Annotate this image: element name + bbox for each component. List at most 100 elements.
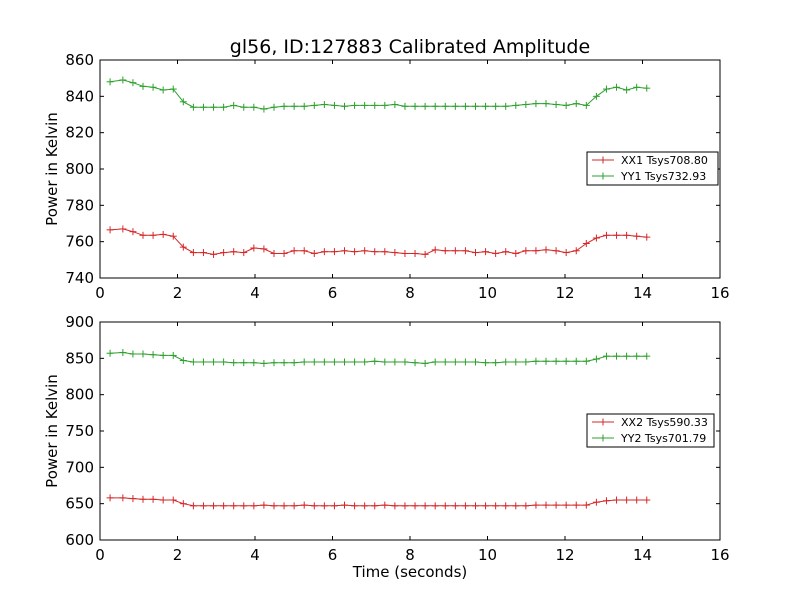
x-tick-label: 4 bbox=[250, 284, 260, 302]
data-point bbox=[471, 249, 479, 257]
data-point bbox=[411, 102, 419, 110]
data-point bbox=[199, 103, 207, 111]
data-point bbox=[542, 357, 550, 365]
legend-label: YY2 Tsys701.79 bbox=[620, 432, 706, 445]
data-point bbox=[310, 502, 318, 510]
data-point bbox=[582, 239, 590, 247]
data-point bbox=[512, 502, 520, 510]
data-point bbox=[623, 352, 631, 360]
legend-label: XX1 Tsys708.80 bbox=[621, 154, 708, 167]
data-point bbox=[602, 231, 610, 239]
x-tick-label: 8 bbox=[405, 284, 415, 302]
top-panel: 0 2 4 6 8 10 12 14 16 740 760 780 800 820 840 860 Power … bbox=[43, 51, 730, 302]
data-point bbox=[461, 358, 469, 366]
data-point bbox=[149, 495, 157, 503]
data-point bbox=[582, 357, 590, 365]
data-point bbox=[401, 502, 409, 510]
data-point bbox=[482, 359, 490, 367]
data-point bbox=[431, 502, 439, 510]
data-point bbox=[129, 79, 137, 87]
data-point bbox=[451, 358, 459, 366]
data-point bbox=[502, 102, 510, 110]
data-point bbox=[602, 497, 610, 505]
data-point bbox=[381, 101, 389, 109]
data-point bbox=[512, 358, 520, 366]
data-point bbox=[119, 225, 127, 233]
data-point bbox=[270, 103, 278, 111]
data-point bbox=[461, 102, 469, 110]
data-point bbox=[230, 101, 238, 109]
data-point bbox=[260, 359, 268, 367]
y-tick-label: 860 bbox=[65, 51, 94, 69]
data-point bbox=[471, 102, 479, 110]
data-point bbox=[592, 355, 600, 363]
data-point bbox=[240, 359, 248, 367]
data-point bbox=[149, 83, 157, 91]
x-tick-label: 0 bbox=[95, 284, 105, 302]
data-point bbox=[532, 501, 540, 509]
legend: XX1 Tsys708.80 YY1 Tsys732.93 bbox=[586, 151, 719, 186]
data-point bbox=[492, 502, 500, 510]
data-point bbox=[572, 501, 580, 509]
y-axis-label: Power in Kelvin bbox=[43, 374, 61, 488]
data-point bbox=[482, 502, 490, 510]
data-point bbox=[451, 502, 459, 510]
data-point bbox=[179, 98, 187, 106]
data-point bbox=[210, 250, 218, 258]
data-point bbox=[351, 502, 359, 510]
x-tick-label: 2 bbox=[173, 284, 183, 302]
data-point bbox=[361, 358, 369, 366]
data-point bbox=[351, 358, 359, 366]
data-point bbox=[532, 247, 540, 255]
data-point bbox=[623, 496, 631, 504]
data-point bbox=[552, 501, 560, 509]
y-tick-label: 740 bbox=[65, 269, 94, 287]
y-axis-label: Power in Kelvin bbox=[43, 112, 61, 226]
data-point bbox=[371, 248, 379, 256]
data-point bbox=[562, 501, 570, 509]
x-tick-label: 6 bbox=[328, 284, 338, 302]
data-point bbox=[471, 358, 479, 366]
x-tick-label: 10 bbox=[478, 546, 497, 564]
data-point bbox=[320, 502, 328, 510]
legend-label: XX2 Tsys590.33 bbox=[621, 416, 708, 429]
data-point bbox=[492, 102, 500, 110]
data-point bbox=[602, 352, 610, 360]
data-point bbox=[431, 246, 439, 254]
data-point bbox=[310, 249, 318, 257]
data-point bbox=[139, 82, 147, 90]
data-point bbox=[159, 351, 167, 359]
data-point bbox=[562, 101, 570, 109]
data-point bbox=[482, 248, 490, 256]
y-tick-label: 760 bbox=[65, 233, 94, 251]
data-point bbox=[300, 247, 308, 255]
figure-title: gl56, ID:127883 Calibrated Amplitude bbox=[230, 36, 590, 58]
data-point bbox=[129, 228, 137, 236]
data-point bbox=[623, 86, 631, 94]
legend-box bbox=[586, 151, 719, 186]
data-point bbox=[260, 105, 268, 113]
data-point bbox=[582, 101, 590, 109]
data-point bbox=[189, 249, 197, 257]
data-point bbox=[381, 248, 389, 256]
data-point bbox=[169, 351, 177, 359]
bottom-panel: 0 2 4 6 8 10 12 14 16 600 650 700 750 800 850 900 Power … bbox=[43, 313, 730, 581]
data-point bbox=[502, 502, 510, 510]
data-point bbox=[613, 231, 621, 239]
data-point bbox=[250, 244, 258, 252]
legend: XX2 Tsys590.33 YY2 Tsys701.79 bbox=[586, 413, 715, 448]
data-point bbox=[613, 352, 621, 360]
data-point bbox=[542, 100, 550, 108]
data-point bbox=[502, 358, 510, 366]
data-point bbox=[310, 101, 318, 109]
data-point bbox=[441, 502, 449, 510]
data-point bbox=[471, 502, 479, 510]
y-tick-label: 780 bbox=[65, 196, 94, 214]
data-point bbox=[572, 247, 580, 255]
data-point bbox=[381, 358, 389, 366]
data-point bbox=[169, 232, 177, 240]
data-point bbox=[562, 249, 570, 257]
data-point bbox=[371, 502, 379, 510]
data-point bbox=[240, 103, 248, 111]
data-point bbox=[461, 247, 469, 255]
